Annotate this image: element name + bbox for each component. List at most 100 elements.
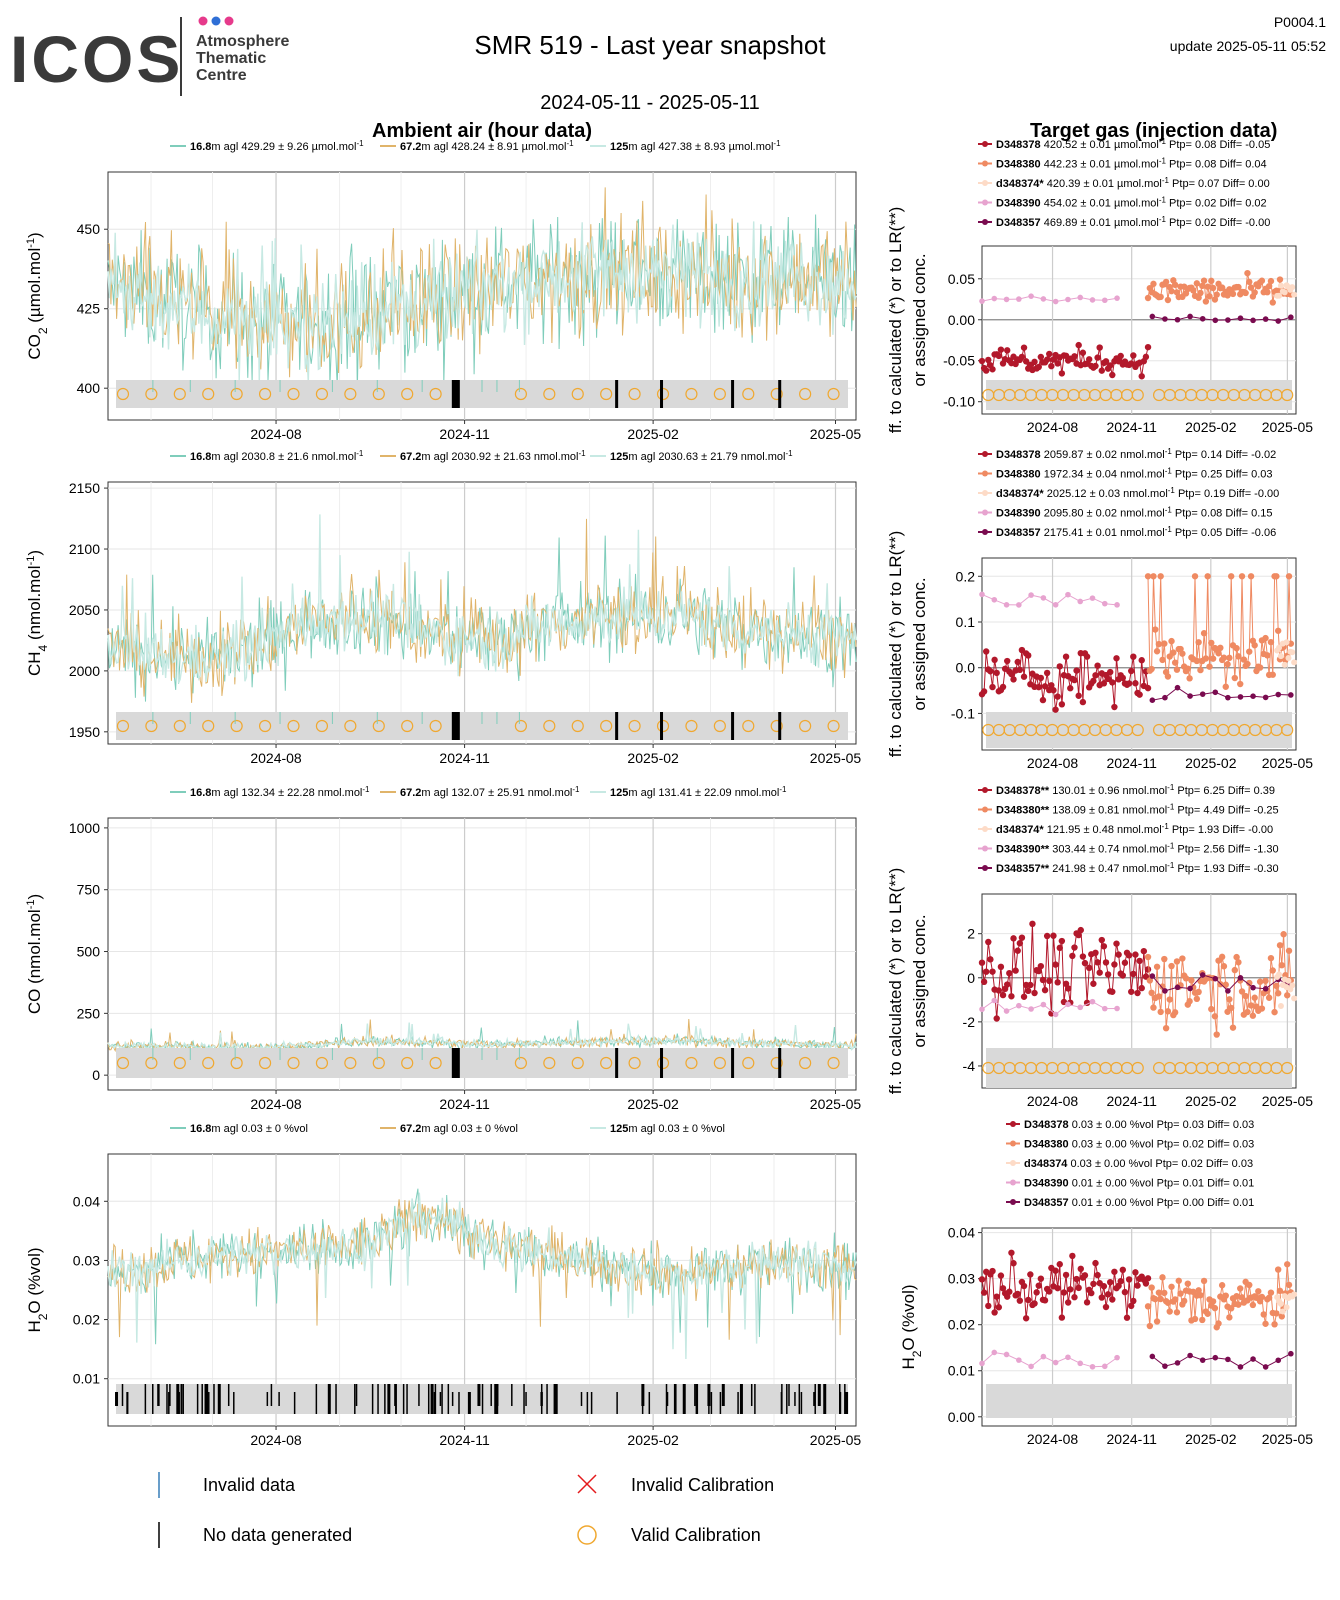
target-D348378-point [1092, 949, 1099, 957]
valid-calibration-marker [600, 719, 613, 733]
no-data-marker [778, 380, 782, 408]
target-D348380-point [1199, 282, 1206, 290]
target-D348378-point [983, 968, 990, 975]
target-D348378-point [1121, 959, 1129, 966]
y-tick-label: 0 [92, 1067, 100, 1083]
icos-logo: ICOS Atmosphere Thematic Centre [10, 12, 310, 102]
target-D348357-point [1199, 1357, 1206, 1363]
target-D348378-point [1119, 1266, 1127, 1274]
target-D348378-point [1132, 680, 1139, 687]
target-D348380-point [1200, 1277, 1208, 1285]
target-D348378-point [1142, 353, 1150, 361]
target-D348378-point [1092, 1259, 1099, 1267]
target-legend-dot [982, 509, 988, 516]
target-D348378-point [1115, 951, 1122, 958]
target-D348380-point [1171, 1009, 1179, 1016]
target-D348380-point [1262, 1320, 1269, 1327]
target-D348380-point [1159, 983, 1166, 990]
target-D348380-point [1238, 1294, 1246, 1301]
logo-word: ICOS [10, 22, 183, 96]
y-axis-label: CO2 (µmol.mol-1) [25, 232, 50, 359]
target-D348390-point [1040, 1353, 1047, 1360]
target-D348378-point [1094, 1271, 1101, 1279]
target-D348380-point [1155, 640, 1163, 648]
target-D348390-point [1101, 297, 1108, 304]
target-legend-entry: d348374* 420.39 ± 0.01 µmol.mol-1 Ptp= 0… [996, 176, 1270, 191]
target-d348374-point [1283, 1304, 1290, 1311]
target-D348378-point [989, 366, 996, 373]
target-D348378-point [1109, 679, 1116, 686]
target-D348378-point [1020, 344, 1028, 351]
target-D348380-point [1199, 1316, 1206, 1324]
legend-entry: 67.2m agl 428.24 ± 8.91 µmol.mol-1 [400, 139, 574, 154]
target-D348378-point [983, 648, 990, 655]
icos-logo-graphic: ICOS Atmosphere Thematic Centre [10, 16, 289, 96]
valid-calibration-marker [145, 387, 158, 401]
series-125m-line [107, 1022, 857, 1054]
valid-calibration-marker [514, 719, 527, 733]
target-D348378-point [978, 1276, 986, 1283]
target-D348380-point [1262, 977, 1269, 985]
target-D348378-point [989, 968, 996, 975]
target-D348380-point [1168, 962, 1175, 970]
target-D348378-point [1130, 970, 1137, 978]
target-D348378-point [1094, 959, 1101, 966]
target-D348390-point [1065, 1354, 1071, 1361]
target-D348357-point [1250, 984, 1256, 991]
target-D348357-point [1237, 1364, 1244, 1370]
target-D348380-point [1276, 1287, 1284, 1295]
x-tick-label: 2024-11 [439, 750, 490, 766]
target-d348374-point [1277, 653, 1284, 660]
target-D348380-point [1170, 649, 1177, 656]
target-D348390-point [979, 1006, 985, 1013]
target-D348378-point [1144, 1275, 1152, 1282]
target-D348380-point [1258, 277, 1266, 284]
target-D348378-point [1140, 947, 1148, 955]
target-D348380-point [1209, 655, 1217, 662]
x-tick-label: 2024-11 [1107, 755, 1158, 771]
x-tick-label: 2025-05 [810, 1096, 862, 1112]
valid-calibration-marker [770, 719, 783, 733]
x-tick-label: 2025-02 [627, 1096, 679, 1112]
target-D348378-point [1144, 684, 1152, 692]
valid-calibration-marker [173, 1056, 186, 1070]
target-D348357-point [1212, 317, 1219, 324]
target-D348380-point [1209, 1298, 1217, 1305]
target-D348378-point [1128, 667, 1135, 675]
target-D348378-point [1109, 988, 1116, 995]
target-D348378-point [1083, 1299, 1091, 1306]
x-tick-label: 2024-08 [1027, 755, 1079, 771]
product-code: P0004.1 [1273, 14, 1326, 30]
y-tick-label: -0.1 [951, 705, 975, 721]
target-d348374-point [1277, 1300, 1284, 1307]
target-D348378-point [1083, 653, 1091, 660]
target-D348380-point [1242, 992, 1249, 1000]
target-D348380-point [1171, 281, 1179, 289]
target-D348378-point [1016, 666, 1024, 674]
valid-calibration-marker [258, 387, 272, 401]
target-D348378-point [1014, 1290, 1021, 1298]
target-D348380-point [1244, 660, 1251, 668]
target-D348380-point [1144, 953, 1152, 961]
y-tick-label: -4 [963, 1058, 976, 1074]
target-d348374-point [1277, 1003, 1284, 1010]
legend-entry: 16.8m agl 2030.8 ± 21.6 nmol.mol-1 [190, 449, 364, 464]
valid-calibration-marker [742, 387, 755, 401]
target-D348378-point [1079, 698, 1087, 706]
valid-calibration-marker [116, 387, 130, 401]
target-D348380-point [1235, 959, 1242, 966]
target-D348378-point [1144, 343, 1152, 351]
target-d348374-point [1276, 644, 1283, 651]
target-D348380-point [1166, 1308, 1173, 1315]
target-legend-dot [982, 470, 988, 477]
status-band [986, 712, 1292, 748]
target-D348378-point [1073, 667, 1080, 674]
target-legend-dot [982, 806, 988, 813]
target-D348378-point [1010, 676, 1017, 683]
target-D348378-point [1117, 1278, 1124, 1285]
target-D348380-point [1267, 1289, 1275, 1296]
target-D348390-point [1052, 298, 1059, 305]
valid-calibration-marker [1131, 388, 1144, 402]
target-d348374-point [1276, 971, 1283, 978]
target-legend-dot [1010, 1121, 1016, 1127]
